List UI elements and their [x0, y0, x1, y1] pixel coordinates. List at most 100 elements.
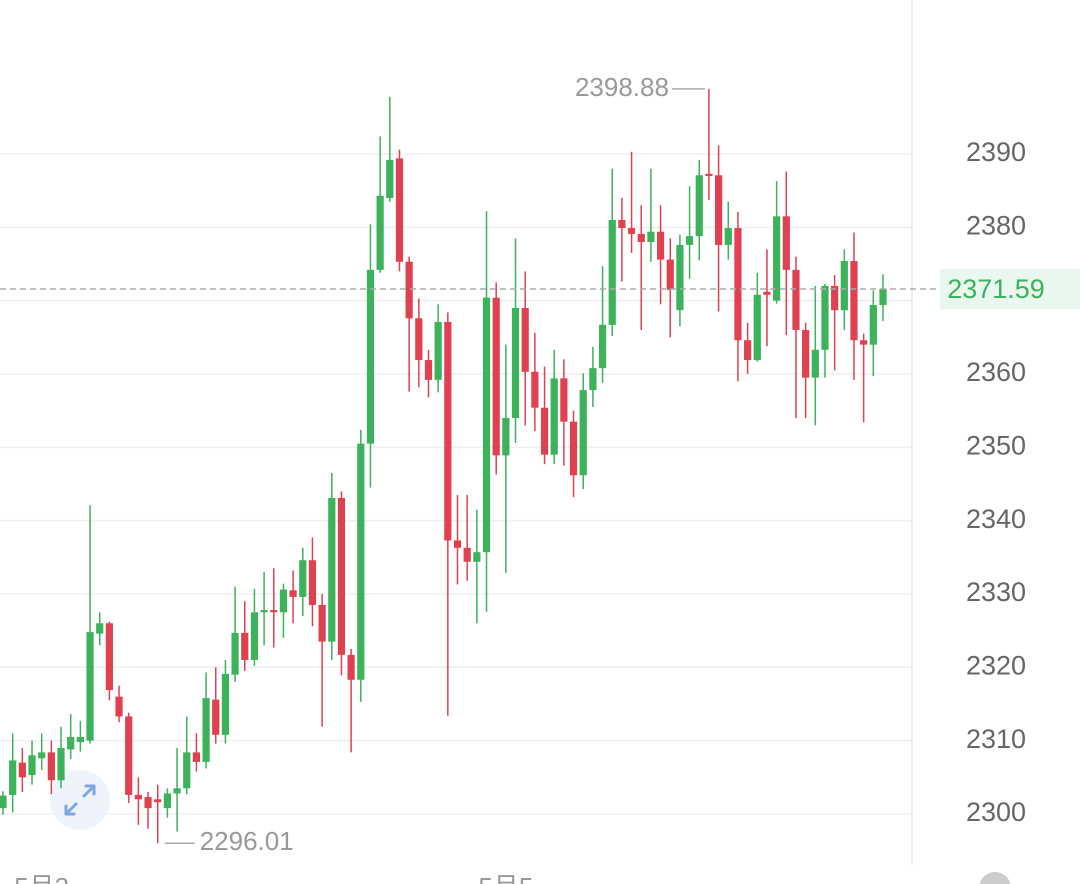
candle-body — [627, 228, 636, 234]
candle-body — [676, 244, 684, 311]
y-tick-label: 2310 — [966, 724, 1026, 754]
candle-body — [705, 173, 713, 176]
candle-body — [96, 623, 104, 634]
corner-icon[interactable] — [979, 872, 1011, 884]
candle-body — [144, 797, 152, 809]
high-marker-label: 2398.88 — [575, 72, 669, 102]
candle-body — [715, 175, 723, 245]
x-tick-label: 5月5 — [478, 872, 533, 884]
candle-body — [221, 673, 230, 735]
candle-body — [115, 696, 123, 717]
candle-body — [395, 158, 404, 262]
candle-body — [482, 297, 491, 553]
candle-body — [86, 632, 94, 741]
candle-body — [357, 443, 365, 680]
candle-body — [67, 736, 75, 750]
candle-body — [173, 788, 181, 794]
candle-body — [347, 654, 355, 680]
x-tick-label: 5月3 — [14, 872, 69, 884]
candle-body — [183, 752, 191, 789]
candle-body — [579, 390, 587, 476]
candle-body — [598, 324, 607, 369]
candle-body — [618, 219, 626, 229]
low-marker-label: 2296.01 — [200, 826, 294, 856]
candle-body — [134, 794, 142, 800]
candle-body — [811, 349, 819, 378]
y-tick-label: 2390 — [966, 137, 1026, 167]
candle-body — [453, 540, 462, 548]
y-tick-label: 2330 — [966, 577, 1026, 607]
candle-body — [38, 752, 46, 759]
candle-body — [231, 632, 239, 675]
candle-body — [589, 368, 597, 391]
candle-body — [753, 294, 761, 361]
candle-body — [473, 552, 481, 562]
candle-body — [424, 360, 433, 380]
candle-body — [560, 378, 568, 422]
candle-body — [521, 307, 529, 372]
candle-body — [502, 417, 510, 456]
candle-body — [734, 228, 742, 341]
y-tick-label: 2340 — [966, 504, 1026, 534]
candle-body — [308, 560, 317, 605]
candle-body — [318, 604, 326, 642]
candle-body — [666, 259, 674, 290]
candle-body — [869, 305, 877, 345]
last-price-label: 2371.59 — [947, 274, 1045, 304]
candle-body — [328, 497, 336, 642]
candle-body — [782, 216, 790, 270]
candle-body — [105, 623, 113, 691]
candle-body — [376, 195, 384, 270]
candle-body — [279, 589, 288, 613]
candle-body — [260, 610, 268, 613]
candle-body — [792, 269, 800, 330]
candle-body — [415, 318, 423, 361]
candle-body — [270, 610, 278, 613]
candle-body — [860, 340, 868, 345]
candle-body — [840, 261, 848, 311]
candle-body — [47, 752, 55, 781]
candle-body — [773, 216, 781, 301]
candle-body — [685, 236, 694, 245]
candle-body — [57, 747, 65, 781]
candle-body — [511, 307, 520, 418]
candle-body — [154, 799, 162, 803]
candle-body — [0, 795, 7, 809]
y-tick-label: 2360 — [966, 357, 1026, 387]
candle-body — [444, 321, 452, 541]
candle-body — [608, 219, 616, 325]
candle-body — [9, 760, 17, 795]
candle-body — [163, 793, 171, 809]
candle-body — [241, 632, 249, 660]
candle-body — [744, 340, 752, 361]
candle-body — [289, 590, 297, 597]
candle-body — [18, 762, 26, 778]
candle-body — [434, 321, 442, 380]
candle-body — [386, 159, 394, 198]
candle-body — [531, 371, 539, 408]
candle-body — [831, 285, 839, 311]
expand-button[interactable] — [50, 770, 110, 830]
last-price-box — [940, 268, 1080, 309]
candle-body — [337, 497, 346, 655]
candle-body — [212, 699, 220, 735]
candle-body — [125, 716, 133, 795]
candle-body — [763, 291, 771, 295]
candle-body — [821, 285, 829, 350]
candle-body — [879, 288, 887, 306]
y-tick-label: 2380 — [966, 210, 1026, 240]
candle-body — [76, 736, 84, 743]
candle-body — [202, 698, 210, 762]
y-tick-label: 2320 — [966, 650, 1026, 680]
candle-body — [192, 752, 201, 762]
y-tick-label: 2300 — [966, 797, 1026, 827]
candle-body — [250, 612, 259, 660]
candle-body — [647, 231, 655, 242]
candle-body — [550, 378, 558, 455]
candle-body — [656, 231, 665, 260]
candle-body — [540, 407, 549, 455]
candle-body — [28, 755, 36, 776]
expand-icon[interactable] — [64, 784, 96, 816]
candle-body — [850, 261, 858, 341]
